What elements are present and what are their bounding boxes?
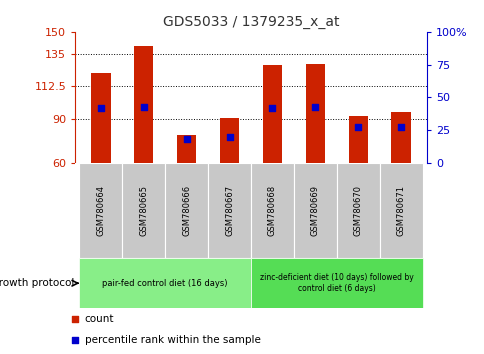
Point <box>71 337 79 343</box>
Point <box>396 125 404 130</box>
Point <box>225 134 233 139</box>
Title: GDS5033 / 1379235_x_at: GDS5033 / 1379235_x_at <box>163 16 338 29</box>
Point <box>268 105 276 111</box>
Text: GSM780670: GSM780670 <box>353 185 362 236</box>
Text: zinc-deficient diet (10 days) followed by
control diet (6 days): zinc-deficient diet (10 days) followed b… <box>259 274 413 293</box>
Bar <box>262 65 282 163</box>
Bar <box>79 258 251 308</box>
Bar <box>165 163 208 258</box>
Text: GSM780669: GSM780669 <box>310 185 319 236</box>
Bar <box>293 163 336 258</box>
Text: GSM780668: GSM780668 <box>267 185 276 236</box>
Bar <box>305 64 324 163</box>
Text: count: count <box>85 314 114 324</box>
Text: GSM780664: GSM780664 <box>96 185 105 236</box>
Text: GSM780665: GSM780665 <box>139 185 148 236</box>
Bar <box>91 73 110 163</box>
Text: GSM780667: GSM780667 <box>225 185 234 236</box>
Bar <box>251 163 293 258</box>
Bar <box>251 258 422 308</box>
Text: growth protocol: growth protocol <box>0 278 74 288</box>
Bar <box>208 163 251 258</box>
Bar <box>122 163 165 258</box>
Bar <box>379 163 422 258</box>
Text: GSM780666: GSM780666 <box>182 185 191 236</box>
Bar <box>336 163 379 258</box>
Bar <box>348 116 367 163</box>
Text: percentile rank within the sample: percentile rank within the sample <box>85 335 260 345</box>
Bar <box>391 112 410 163</box>
Text: GSM780671: GSM780671 <box>396 185 405 236</box>
Bar <box>134 46 153 163</box>
Point <box>71 316 79 322</box>
Point <box>311 104 318 109</box>
Point <box>354 125 362 130</box>
Text: pair-fed control diet (16 days): pair-fed control diet (16 days) <box>102 279 227 288</box>
Point <box>139 104 147 109</box>
Point <box>182 136 190 142</box>
Bar <box>219 118 239 163</box>
Bar <box>79 163 122 258</box>
Bar <box>177 135 196 163</box>
Point <box>97 105 105 111</box>
